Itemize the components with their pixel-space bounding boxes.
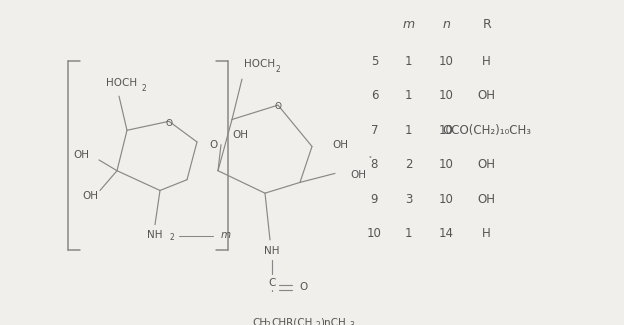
Text: n: n bbox=[442, 18, 450, 31]
Text: m: m bbox=[402, 18, 415, 31]
Text: CH: CH bbox=[252, 318, 267, 325]
Text: 10: 10 bbox=[439, 55, 454, 68]
Text: H: H bbox=[482, 55, 491, 68]
Text: 5: 5 bbox=[371, 55, 378, 68]
Text: OH: OH bbox=[332, 140, 348, 150]
Text: O: O bbox=[275, 102, 281, 111]
Text: 1: 1 bbox=[405, 227, 412, 240]
Text: O: O bbox=[165, 119, 172, 128]
Text: OCO(CH₂)₁₀CH₃: OCO(CH₂)₁₀CH₃ bbox=[442, 124, 531, 137]
Text: 10: 10 bbox=[439, 158, 454, 171]
Text: C: C bbox=[268, 278, 276, 288]
Text: 6: 6 bbox=[371, 89, 378, 102]
Text: R: R bbox=[482, 18, 491, 31]
Text: 8: 8 bbox=[371, 158, 378, 171]
Text: 2: 2 bbox=[169, 233, 173, 242]
Text: O: O bbox=[209, 140, 217, 150]
Text: NH: NH bbox=[147, 230, 163, 240]
Text: m: m bbox=[221, 230, 231, 240]
Text: CHR(CH: CHR(CH bbox=[271, 318, 313, 325]
Text: )nCH: )nCH bbox=[320, 318, 346, 325]
Text: O: O bbox=[299, 282, 307, 292]
Text: 10: 10 bbox=[439, 193, 454, 206]
Text: OH: OH bbox=[82, 191, 98, 201]
Text: 14: 14 bbox=[439, 227, 454, 240]
Text: OH: OH bbox=[350, 170, 366, 180]
Text: 10: 10 bbox=[367, 227, 382, 240]
Text: 2: 2 bbox=[141, 84, 146, 93]
Text: 1: 1 bbox=[405, 55, 412, 68]
Text: HOCH: HOCH bbox=[107, 78, 137, 88]
Text: HOCH: HOCH bbox=[245, 59, 276, 69]
Text: 2: 2 bbox=[276, 65, 280, 74]
Text: 3: 3 bbox=[405, 193, 412, 206]
Text: 1: 1 bbox=[405, 89, 412, 102]
Text: 2: 2 bbox=[266, 321, 271, 325]
Text: OH: OH bbox=[478, 193, 495, 206]
Text: NH: NH bbox=[264, 246, 280, 256]
Text: OH: OH bbox=[478, 158, 495, 171]
Text: 7: 7 bbox=[371, 124, 378, 137]
Text: 3: 3 bbox=[349, 321, 354, 325]
Text: 2: 2 bbox=[315, 321, 319, 325]
Text: OH: OH bbox=[232, 130, 248, 140]
Text: 1: 1 bbox=[405, 124, 412, 137]
Text: H: H bbox=[482, 227, 491, 240]
Text: 9: 9 bbox=[371, 193, 378, 206]
Text: 2: 2 bbox=[405, 158, 412, 171]
Text: OH: OH bbox=[73, 150, 89, 160]
Text: .: . bbox=[368, 146, 373, 161]
Text: OH: OH bbox=[478, 89, 495, 102]
Text: 10: 10 bbox=[439, 89, 454, 102]
Text: 10: 10 bbox=[439, 124, 454, 137]
